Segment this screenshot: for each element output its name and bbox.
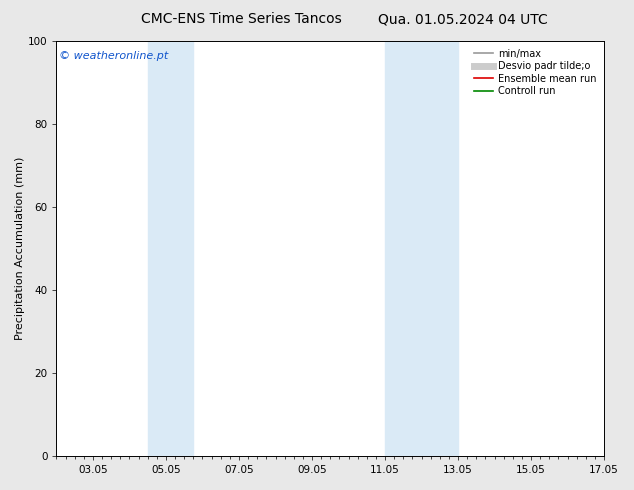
Text: Qua. 01.05.2024 04 UTC: Qua. 01.05.2024 04 UTC: [378, 12, 548, 26]
Bar: [148, 41, 193, 456]
Legend: min/max, Desvio padr tilde;o, Ensemble mean run, Controll run: min/max, Desvio padr tilde;o, Ensemble m…: [470, 46, 599, 99]
Text: © weatheronline.pt: © weatheronline.pt: [59, 51, 169, 61]
Text: CMC-ENS Time Series Tancos: CMC-ENS Time Series Tancos: [141, 12, 341, 26]
Y-axis label: Precipitation Accumulation (mm): Precipitation Accumulation (mm): [15, 157, 25, 340]
Bar: [385, 41, 458, 456]
